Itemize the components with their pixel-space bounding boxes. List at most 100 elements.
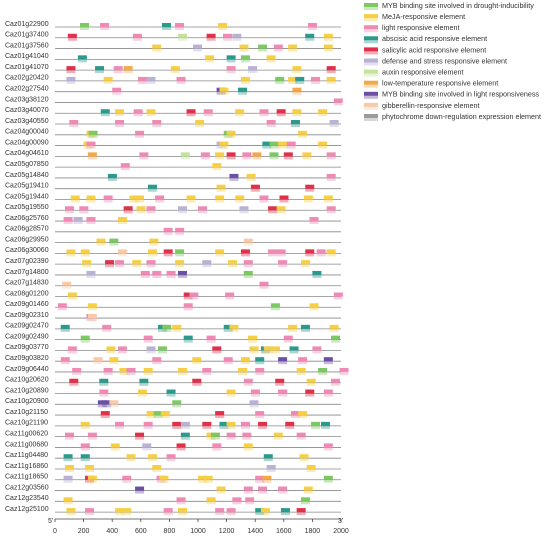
site-top [80,335,90,340]
site-bottom [333,296,343,300]
site-bottom [100,415,110,419]
site-top [269,141,279,146]
legend-swatch-lower [364,7,378,10]
site-bottom [63,479,73,483]
site-top [157,346,167,351]
site-box [248,66,258,74]
site-top [232,497,242,502]
site-top [278,141,288,146]
site-top [80,454,90,459]
site-top [309,217,319,222]
site-top [166,270,176,275]
site-box [229,173,239,181]
site-top [243,260,253,265]
site-box [278,357,288,365]
site-top [63,497,73,502]
site-top [252,152,262,157]
site-box [298,357,308,365]
site-box [160,411,170,419]
site-box [312,270,322,278]
site-top [243,238,253,243]
site-top [245,497,255,502]
site-box [292,87,302,95]
site-box [86,195,96,203]
site-box [115,109,125,117]
site-top [147,454,157,459]
site-bottom [176,447,186,451]
site-bottom [215,512,225,516]
site-top [225,292,235,297]
site-top [339,367,349,372]
site-box [248,335,258,343]
site-top [266,55,276,60]
site-bottom [183,339,193,343]
site-bottom [192,48,202,52]
site-bottom [235,113,245,117]
site-bottom [161,27,171,30]
site-box [307,23,317,30]
site-box [80,443,90,451]
site-bottom [255,371,265,375]
site-bottom [72,371,82,375]
site-top [288,76,298,81]
site-top [240,76,250,81]
gene-label: Caz03g40070 [5,107,49,114]
site-top [161,23,171,27]
site-top [296,432,306,437]
site-bottom [65,210,75,214]
site-top [278,486,288,491]
site-bottom [80,458,90,462]
site-top [263,454,273,459]
site-top [216,486,226,491]
site-top [278,357,288,362]
site-top [123,206,133,211]
site-box [146,346,156,354]
site-box [87,152,97,160]
site-top [152,120,162,125]
site-box [72,367,82,375]
site-bottom [159,479,169,483]
site-box [243,486,253,494]
site-box [305,184,315,192]
site-top [206,335,216,340]
site-box [65,206,75,214]
site-box [113,66,123,74]
site-box [242,432,252,440]
site-top [229,324,239,329]
site-box [177,270,187,278]
site-top [323,389,333,394]
gene-label: Caz05g07850 [5,161,49,168]
site-box [216,184,226,192]
site-box [132,33,142,41]
x-tick-label: 1200 [219,528,235,535]
site-box [77,55,87,63]
site-bottom [177,371,187,375]
site-top [100,411,110,416]
site-box [288,76,298,84]
site-bottom [333,102,343,106]
site-top [135,195,145,200]
site-top [246,173,256,178]
site-box [137,76,147,84]
site-bottom [326,80,336,84]
site-top [219,421,229,426]
site-bottom [105,264,115,268]
x-tick-label: 2000 [333,528,349,535]
site-box [326,173,336,181]
site-box [215,152,225,160]
site-top [106,346,116,351]
site-bottom [323,48,333,52]
site-top [239,44,249,49]
site-box [212,346,222,354]
site-bottom [298,134,308,138]
site-bottom [86,145,96,149]
site-box [146,206,156,214]
site-top [135,130,145,135]
site-top [177,33,187,38]
site-top [129,195,139,200]
site-box [139,378,149,386]
site-top [183,335,193,340]
site-box [155,195,165,203]
site-bottom [292,70,302,74]
site-bottom [85,479,95,483]
